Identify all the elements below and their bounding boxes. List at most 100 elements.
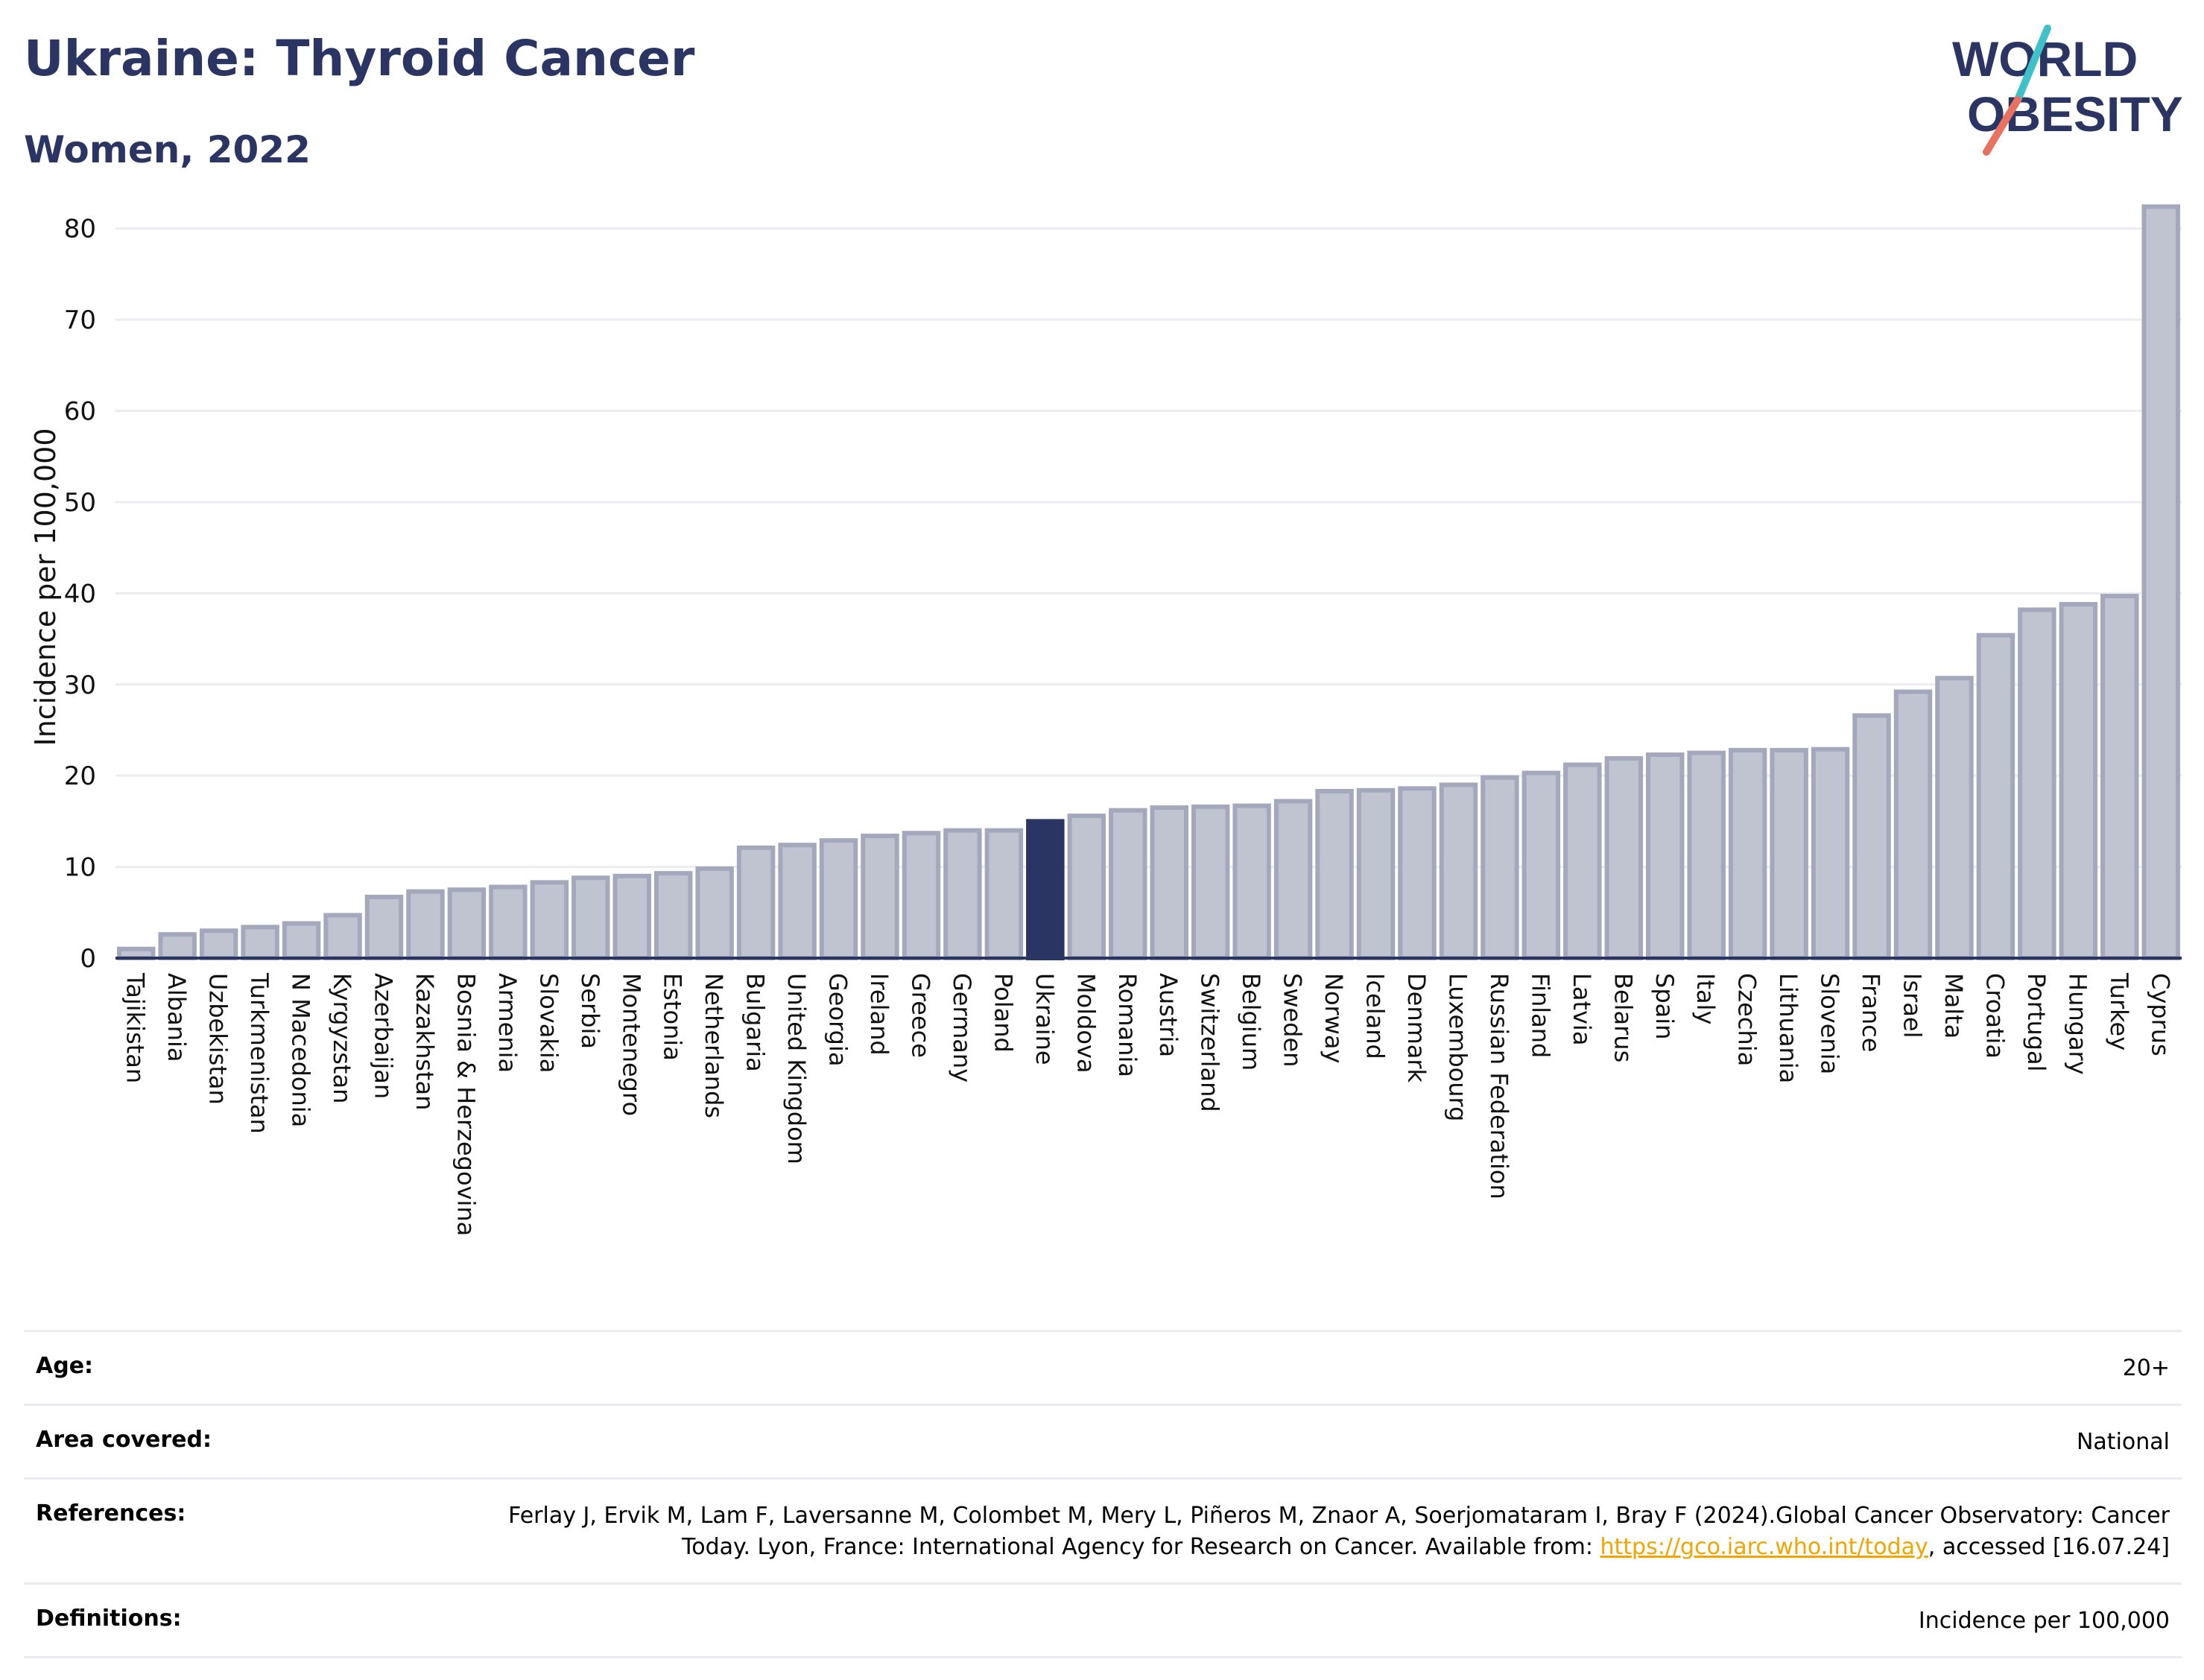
page-title: Ukraine: Thyroid Cancer	[24, 30, 695, 87]
bar-malta	[1935, 676, 1974, 960]
x-tick-label: Turkey	[2105, 972, 2133, 1050]
bar-portugal	[2018, 607, 2056, 961]
info-row-age: Age: 20+	[24, 1330, 2182, 1404]
bar-united-kingdom	[778, 843, 817, 960]
bar-belgium	[1232, 803, 1271, 961]
references-accessed: , accessed [16.07.24]	[1928, 1534, 2170, 1560]
info-row-references: References: Ferlay J, Ervik M, Lam F, La…	[24, 1477, 2182, 1582]
y-tick-label: 50	[64, 488, 96, 518]
y-tick-label: 60	[64, 397, 96, 427]
x-tick-label: Finland	[1526, 973, 1554, 1058]
x-tick-label: Ireland	[865, 973, 893, 1056]
definitions-label: Definitions:	[36, 1605, 182, 1632]
bar-germany	[943, 828, 982, 960]
bar-spain	[1646, 752, 1685, 960]
bar-turkmenistan	[241, 925, 279, 961]
bar-georgia	[819, 838, 858, 960]
bar-iceland	[1356, 787, 1396, 960]
bar-romania	[1109, 808, 1147, 961]
y-tick-label: 40	[64, 579, 96, 609]
bar-cyprus	[2141, 204, 2181, 960]
x-tick-label: N Macedonia	[287, 973, 315, 1127]
bar-turkey	[2100, 594, 2139, 961]
x-tick-label: Armenia	[493, 973, 522, 1073]
x-tick-label: United Kingdom	[782, 973, 811, 1164]
x-tick-label: Sweden	[1279, 973, 1307, 1067]
x-tick-label: Iceland	[1361, 973, 1390, 1059]
logo-slash-top	[2014, 25, 2051, 104]
x-tick-label: Israel	[1899, 973, 1927, 1038]
x-tick-label: Bosnia & Herzegovina	[452, 973, 480, 1236]
x-tick-label: Estonia	[659, 973, 687, 1061]
x-tick-label: Bulgaria	[741, 973, 770, 1072]
x-tick-label: Romania	[1113, 973, 1141, 1077]
age-value: 20+	[2122, 1355, 2170, 1381]
x-tick-label: Austria	[1154, 973, 1182, 1057]
info-row-definitions: Definitions: Incidence per 100,000	[24, 1582, 2182, 1658]
x-tick-label: Montenegro	[617, 973, 645, 1116]
x-tick-label: Denmark	[1402, 973, 1431, 1083]
y-tick-label: 0	[80, 944, 96, 974]
x-tick-label: Kazakhstan	[411, 973, 439, 1110]
bar-finland	[1521, 770, 1561, 960]
x-tick-label: Croatia	[1980, 973, 2009, 1059]
bar-sweden	[1273, 799, 1313, 961]
references-link[interactable]: https://gco.iarc.who.int/today	[1600, 1534, 1928, 1560]
bar-switzerland	[1191, 804, 1230, 961]
area-value: National	[2076, 1429, 2170, 1455]
bar-armenia	[489, 884, 528, 961]
x-tick-label: Albania	[162, 973, 191, 1062]
age-label: Age:	[36, 1353, 94, 1379]
x-tick-label: Belgium	[1237, 973, 1265, 1071]
bar-greece	[902, 831, 941, 961]
x-tick-label: Norway	[1320, 973, 1348, 1063]
x-tick-label: Poland	[989, 973, 1017, 1053]
x-tick-label: Belarus	[1609, 973, 1637, 1062]
y-tick-label: 10	[64, 853, 96, 883]
x-tick-label: Czechia	[1733, 973, 1761, 1066]
bar-ireland	[861, 833, 899, 960]
x-tick-label: Portugal	[2022, 973, 2051, 1072]
x-tick-label: Luxembourg	[1443, 973, 1472, 1121]
x-tick-label: Germany	[948, 973, 976, 1083]
bar-slovenia	[1811, 747, 1850, 961]
bar-n-macedonia	[282, 921, 321, 961]
info-row-area: Area covered: National	[24, 1404, 2182, 1477]
logo-slash-bottom	[1983, 96, 2021, 156]
x-tick-label: Malta	[1939, 973, 1968, 1039]
references-value: Ferlay J, Ervik M, Lam F, Laversanne M, …	[36, 1500, 2170, 1563]
bar-luxembourg	[1439, 782, 1478, 960]
definitions-value: Incidence per 100,000	[1918, 1608, 2170, 1634]
x-tick-label: Slovenia	[1816, 973, 1844, 1074]
x-tick-label: Cyprus	[2146, 973, 2174, 1056]
bar-kyrgyzstan	[323, 913, 362, 961]
bar-netherlands	[695, 866, 734, 961]
world-obesity-logo: WORLD OBESITY	[1952, 25, 2183, 156]
references-text: Ferlay J, Ervik M, Lam F, Laversanne M, …	[508, 1503, 2170, 1560]
x-tick-label: Greece	[906, 973, 934, 1058]
x-tick-label: Tajikistan	[121, 972, 150, 1083]
x-tick-label: Moldova	[1071, 973, 1100, 1074]
x-tick-label: Latvia	[1568, 973, 1596, 1045]
x-tick-label: Turkmenistan	[245, 972, 273, 1134]
x-tick-label: Netherlands	[700, 973, 728, 1118]
y-tick-label: 30	[64, 671, 96, 700]
bar-serbia	[571, 875, 610, 961]
x-tick-label: Lithuania	[1774, 973, 1802, 1083]
bar-hungary	[2059, 602, 2098, 960]
x-tick-label: Uzbekistan	[204, 973, 232, 1105]
bar-croatia	[1976, 633, 2015, 960]
page-subtitle: Women, 2022	[24, 128, 311, 171]
bar-austria	[1150, 805, 1188, 960]
x-tick-label: Serbia	[576, 973, 604, 1049]
bar-italy	[1687, 750, 1726, 960]
bar-slovakia	[530, 880, 569, 961]
y-tick-label: 80	[64, 215, 96, 244]
x-tick-label: Slovakia	[534, 973, 563, 1073]
x-tick-label: Ukraine	[1030, 973, 1059, 1065]
bar-estonia	[653, 871, 693, 961]
x-tick-label: Switzerland	[1196, 973, 1224, 1112]
logo-line-2: OBESITY	[1967, 86, 2183, 142]
bar-bosnia-herzegovina	[447, 887, 487, 960]
bar-chart: 0 10 20 30 40 50 60 70 80 Incidence per 100,000 Ta…	[29, 204, 2182, 1236]
